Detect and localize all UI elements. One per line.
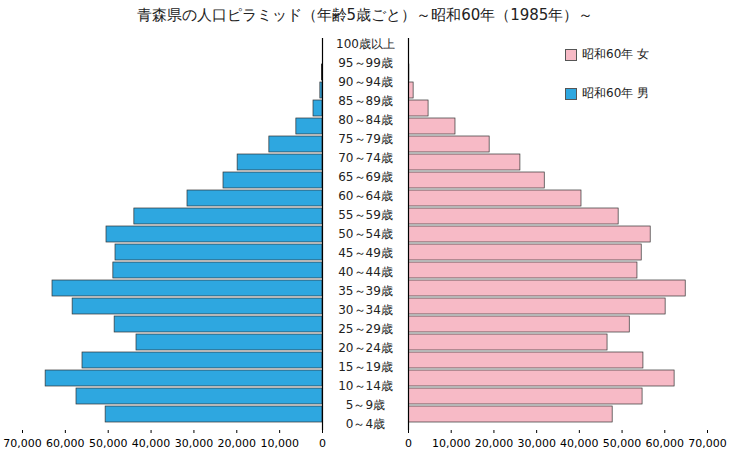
svg-text:35～39歳: 35～39歳	[338, 284, 393, 298]
html-text:昭和60年 女: 昭和60年 女	[582, 47, 650, 61]
svg-text:65～69歳: 65～69歳	[338, 170, 393, 184]
svg-text:60,000: 60,000	[46, 437, 85, 450]
svg-text:60～64歳: 60～64歳	[338, 189, 393, 203]
html-text:昭和60年 男: 昭和60年 男	[582, 86, 650, 100]
svg-text:20,000: 20,000	[475, 437, 514, 450]
svg-text:25～29歳: 25～29歳	[338, 322, 393, 336]
svg-text:100歳以上: 100歳以上	[336, 37, 395, 51]
svg-text:70,000: 70,000	[3, 437, 42, 450]
svg-text:20～24歳: 20～24歳	[338, 341, 393, 355]
svg-text:10,000: 10,000	[432, 437, 471, 450]
svg-text:0: 0	[405, 437, 412, 450]
svg-text:50,000: 50,000	[89, 437, 128, 450]
svg-text:10,000: 10,000	[260, 437, 299, 450]
svg-text:0～4歳: 0～4歳	[346, 417, 385, 431]
svg-text:70～74歳: 70～74歳	[338, 151, 393, 165]
html-text:青森県の人口ピラミッド（年齢5歳ごと）～昭和60年（1985: 青森県の人口ピラミッド（年齢5歳ごと）～昭和60年（1985年）～	[136, 6, 594, 24]
svg-text:0: 0	[319, 437, 326, 450]
svg-text:20,000: 20,000	[218, 437, 256, 450]
svg-text:10～14歳: 10～14歳	[338, 379, 393, 393]
svg-text:90～94歳: 90～94歳	[338, 75, 393, 89]
svg-text:5～9歳: 5～9歳	[346, 398, 385, 412]
svg-text:50～54歳: 50～54歳	[338, 227, 393, 241]
svg-text:70,000: 70,000	[688, 437, 727, 450]
svg-text:40～44歳: 40～44歳	[338, 265, 393, 279]
svg-text:15～19歳: 15～19歳	[338, 360, 393, 374]
svg-text:55～59歳: 55～59歳	[338, 208, 393, 222]
svg-text:30,000: 30,000	[175, 437, 214, 450]
svg-text:50,000: 50,000	[603, 437, 642, 450]
svg-text:30,000: 30,000	[517, 437, 556, 450]
svg-text:60,000: 60,000	[646, 437, 685, 450]
svg-text:80～84歳: 80～84歳	[338, 113, 393, 127]
svg-text:95～99歳: 95～99歳	[338, 56, 393, 70]
svg-text:75～79歳: 75～79歳	[338, 132, 393, 146]
svg-text:45～49歳: 45～49歳	[338, 246, 393, 260]
svg-text:30～34歳: 30～34歳	[338, 303, 393, 317]
svg-text:40,000: 40,000	[560, 437, 599, 450]
svg-text:40,000: 40,000	[132, 437, 171, 450]
svg-text:85～89歳: 85～89歳	[338, 94, 393, 108]
